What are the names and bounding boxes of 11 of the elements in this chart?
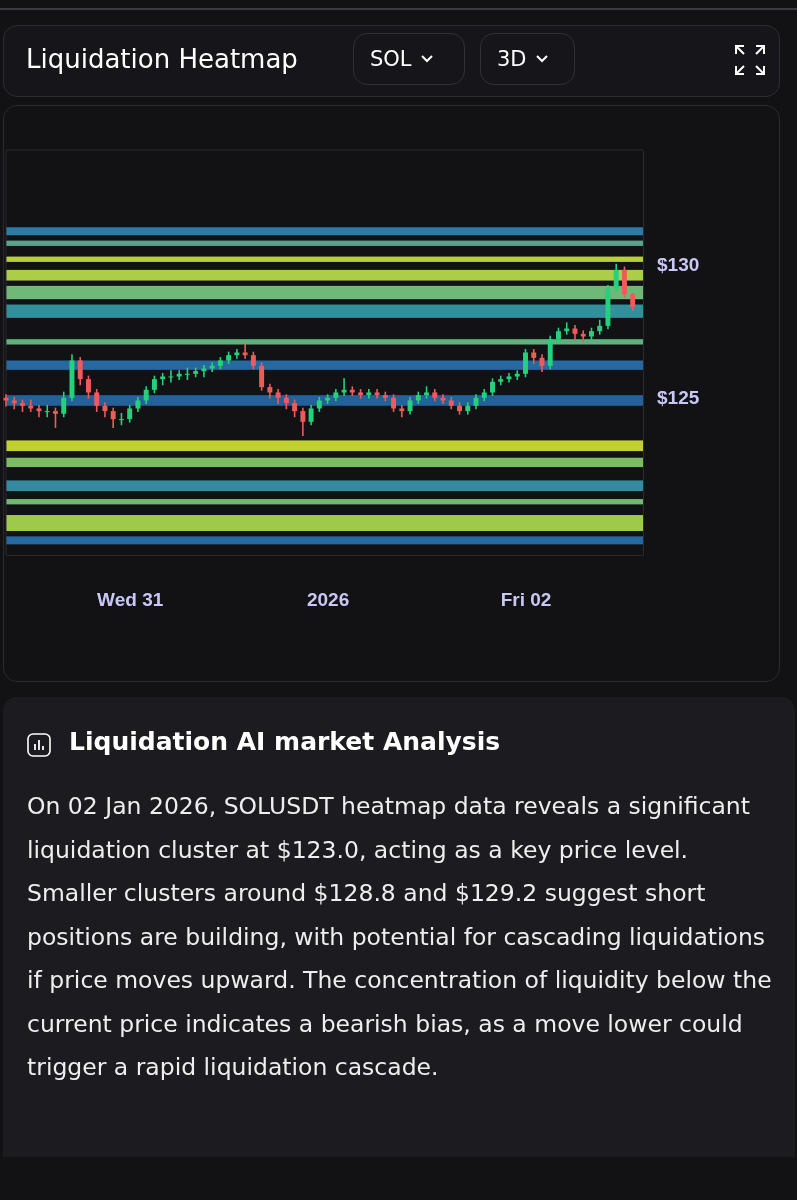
x-tick-label: Fri 02 [500, 589, 552, 611]
chart-title: Liquidation Heatmap [26, 44, 298, 74]
text: SOL [370, 47, 412, 71]
candlestick [53, 407, 58, 428]
x-tick-label: 2026 [306, 589, 350, 611]
text: Liquidation AI market Analysis [69, 727, 501, 756]
x-tick-label: Wed 31 [97, 589, 164, 611]
y-tick-label: $125 [657, 387, 700, 409]
text: 3D [497, 47, 527, 71]
text: On 02 Jan 2026, SOLUSDT heatmap data reveals a significant liquidation cluster at $123.0, acting as a key price level. Smaller clusters around $128.8 and $129.2 suggest short positions are building, with potential for cascading liquidations if price moves upward. The concentration of liquidity below the current price indicates a bearish bias, as a move lower could trigger a rapid liquidation cascade. [27, 791, 773, 1083]
y-tick-label: $130 [657, 254, 700, 276]
